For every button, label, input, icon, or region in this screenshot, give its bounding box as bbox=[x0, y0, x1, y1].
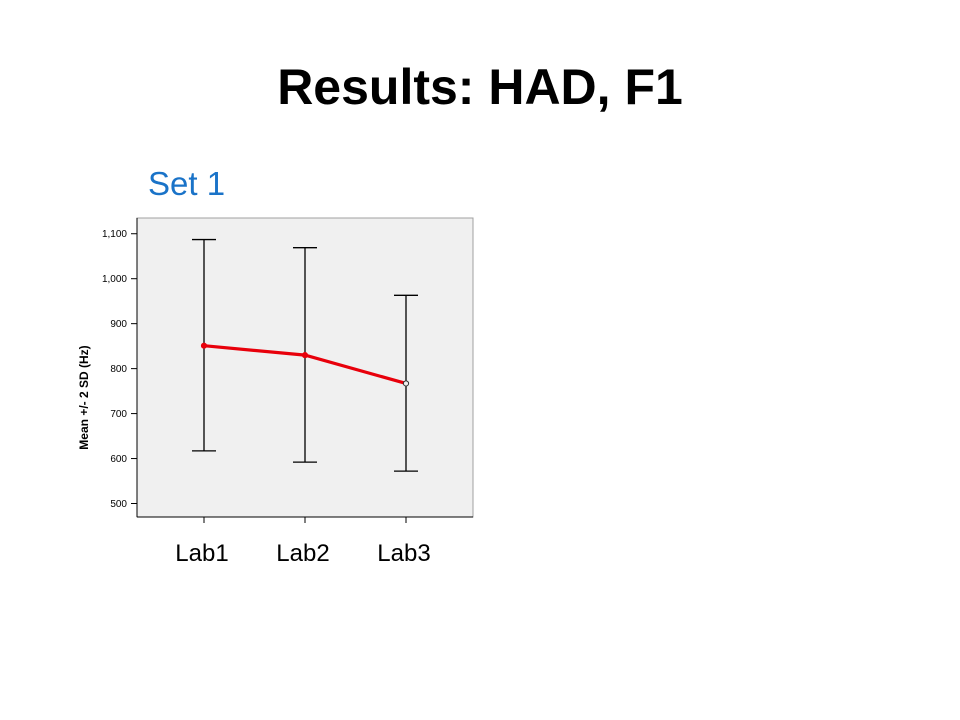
x-category-label: Lab1 bbox=[175, 540, 229, 567]
y-axis-label: Mean +/- 2 SD (Hz) bbox=[77, 345, 91, 449]
x-category-label: Lab2 bbox=[276, 540, 330, 567]
data-point bbox=[402, 380, 410, 387]
data-point bbox=[200, 342, 208, 349]
slide-title: Results: HAD, F1 bbox=[277, 59, 683, 115]
chart-subtitle: Set 1 bbox=[148, 165, 226, 202]
y-tick-label: 600 bbox=[110, 454, 127, 465]
y-tick-label: 1,000 bbox=[102, 274, 127, 285]
data-point bbox=[301, 352, 309, 359]
y-tick-label: 900 bbox=[110, 319, 127, 330]
y-tick-label: 700 bbox=[110, 409, 127, 420]
y-tick-label: 500 bbox=[110, 499, 127, 510]
x-category-label: Lab3 bbox=[377, 540, 431, 567]
y-tick-label: 1,100 bbox=[102, 229, 127, 240]
y-tick-label: 800 bbox=[110, 364, 127, 375]
